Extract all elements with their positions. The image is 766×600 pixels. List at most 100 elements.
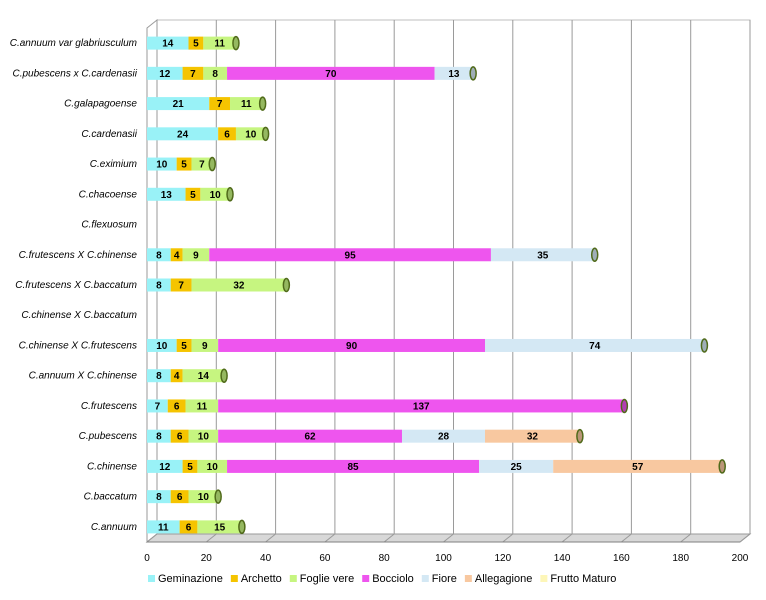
bar-segment: [170, 278, 192, 292]
x-tick-label: 140: [554, 553, 571, 564]
bar-segment: [147, 520, 180, 534]
data-label: 5: [181, 160, 187, 171]
bar-end-cap: [282, 277, 291, 293]
bar-segment: [188, 36, 204, 50]
category-label: C.chacoense: [79, 189, 138, 200]
bar-segment: [185, 187, 201, 201]
data-label: 5: [190, 190, 196, 201]
bar-end-cap: [700, 338, 709, 353]
bar-segment: [147, 429, 171, 443]
data-label: 4: [174, 371, 180, 382]
legend-swatch: [540, 575, 548, 582]
floor-gridline: [739, 533, 751, 543]
floor-gridline: [146, 533, 158, 543]
bar-segment: [147, 248, 171, 262]
category-label: C.pubescens: [79, 431, 137, 442]
data-label: 15: [214, 522, 226, 533]
bar-segment: [185, 399, 219, 413]
x-tick-label: 80: [379, 553, 391, 564]
data-label: 10: [156, 160, 168, 171]
bar-segment: [147, 97, 210, 111]
data-label: 5: [181, 341, 187, 352]
data-label: 7: [199, 160, 205, 171]
bar-segment: [191, 278, 287, 292]
data-label: 95: [345, 250, 357, 261]
category-label: C.chinense X C.frutescens: [19, 340, 137, 351]
bar-segment: [188, 490, 219, 504]
data-label: 25: [511, 462, 523, 473]
data-label: 4: [174, 250, 180, 261]
bar-end-cap: [576, 428, 584, 444]
data-label: 7: [155, 401, 161, 412]
bar-segment: [147, 369, 171, 383]
bar-end-cap: [261, 126, 270, 142]
bar-segment: [170, 369, 183, 383]
data-label: 10: [156, 341, 168, 352]
bar-segment: [176, 157, 192, 171]
bar-segment: [176, 338, 192, 352]
category-label: C.chinense X C.baccatum: [21, 310, 137, 321]
x-tick-label: 40: [260, 553, 272, 564]
legend-label: Archetto: [241, 573, 282, 585]
legend-label: Frutto Maturo: [550, 573, 616, 585]
bar-segment: [191, 338, 219, 352]
bar-end-cap: [220, 368, 228, 383]
category-label: C.eximium: [90, 159, 137, 170]
data-label: 9: [202, 341, 208, 352]
x-tick-label: 120: [494, 553, 511, 564]
bar-segment: [203, 36, 236, 50]
bar-segment: [170, 429, 189, 443]
floor-gridline: [561, 533, 573, 543]
bar-segment: [230, 97, 263, 111]
bar-segment: [479, 459, 554, 473]
bar-end-cap: [258, 96, 267, 111]
x-tick-label: 20: [201, 553, 213, 564]
bar-end-cap: [232, 35, 240, 51]
bar-segment: [191, 157, 213, 171]
data-label: 57: [632, 462, 644, 473]
data-label: 70: [325, 69, 337, 80]
data-label: 6: [186, 522, 192, 533]
bar-segment: [147, 338, 177, 352]
category-label: C.annuum var glabriusculum: [10, 38, 137, 49]
category-label: C.chinense: [87, 461, 137, 472]
category-label: C.pubescens x C.cardenasii: [12, 68, 137, 79]
data-label: 11: [158, 522, 169, 533]
floor-gridline: [205, 533, 217, 543]
legend-label: Fiore: [432, 573, 457, 585]
bar-segment: [401, 429, 486, 443]
data-label: 11: [197, 401, 208, 412]
data-label: 12: [159, 69, 171, 80]
floor-gridline: [502, 533, 514, 543]
legend-label: Allegagione: [475, 573, 533, 585]
legend-swatch: [148, 575, 155, 582]
x-tick-label: 180: [672, 553, 689, 564]
bar-end-cap: [214, 489, 222, 504]
legend-label: Bocciolo: [372, 573, 414, 585]
x-tick-label: 100: [435, 553, 452, 564]
bar-segment: [182, 369, 225, 383]
data-label: 8: [156, 281, 162, 292]
category-label: C.frutescens: [81, 401, 137, 412]
legend-label: Foglie vere: [300, 573, 354, 585]
floor-gridline: [383, 533, 395, 543]
data-label: 137: [413, 401, 430, 412]
data-label: 85: [348, 462, 360, 473]
data-label: 90: [346, 341, 358, 352]
bar-segment: [235, 127, 266, 141]
floor-gridline: [324, 533, 336, 543]
bar-segment: [182, 459, 198, 473]
legend-swatch: [230, 575, 238, 582]
category-label: C.galapagoense: [64, 99, 137, 110]
bar-segment: [218, 429, 402, 443]
data-label: 62: [305, 432, 317, 443]
bar-segment: [147, 66, 183, 80]
bar-segment: [227, 66, 435, 80]
x-tick-label: 60: [319, 553, 331, 564]
bar-segment: [179, 520, 198, 534]
bar-segment: [197, 459, 228, 473]
data-label: 5: [193, 39, 199, 50]
data-label: 6: [177, 492, 183, 503]
data-label: 10: [198, 492, 210, 503]
